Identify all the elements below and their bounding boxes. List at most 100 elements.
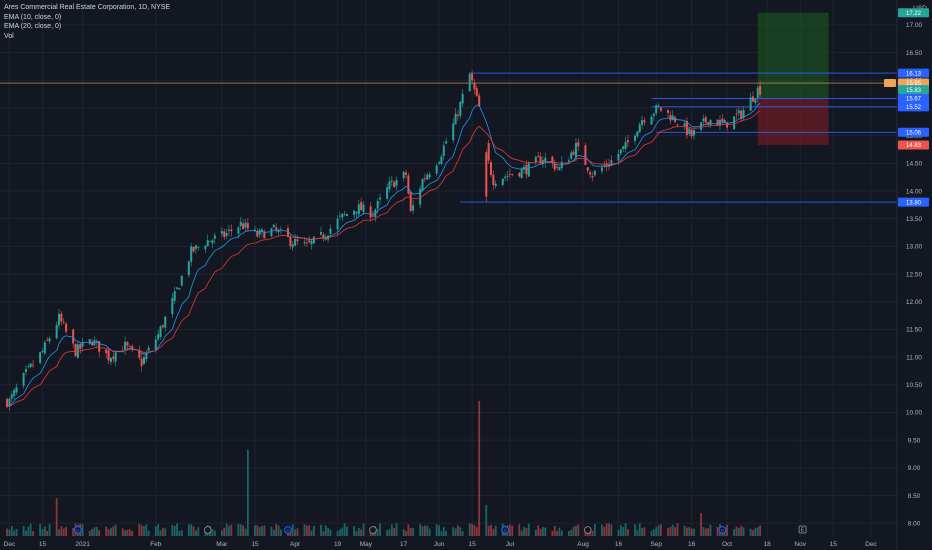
earnings-marker-upcoming [798,525,807,534]
volume-bar [8,529,11,536]
volume-bar [310,530,313,536]
candle-body [112,356,115,359]
candle-body [213,235,216,239]
volume-bar [171,525,174,536]
candle-body [275,227,278,230]
candle-body [605,163,608,167]
volume-bar [305,525,308,536]
candle-body [60,313,63,322]
volume-bar [749,528,752,536]
candle-body [652,113,655,116]
dividend-marker-label: D [286,528,290,533]
earnings-marker [369,526,377,534]
candle-body [702,118,705,122]
volume-bar [735,526,738,536]
ema20-legend[interactable]: EMA (20, close, 0) [4,23,62,31]
ema10-legend[interactable]: EMA (10, close, 0) [4,13,62,21]
candle-body [704,117,707,123]
symbol-title[interactable]: Ares Commercial Real Estate Corporation,… [4,4,171,11]
candle-body [742,109,745,118]
candle-body [468,73,471,92]
candle-body [657,105,660,107]
volume-bar [700,513,702,536]
volume-bar [641,527,643,536]
volume-bar [256,525,259,536]
volume-bar [327,528,330,536]
candle-body [492,174,495,185]
volume-bar [280,529,282,536]
candle-body [489,162,492,175]
candle-body [305,242,308,244]
candle-body [355,211,358,214]
volume-bar [376,529,379,536]
volume-bar [610,524,613,536]
volume-bar [693,528,695,536]
volume-bar [336,531,339,536]
volume-bar [518,524,521,536]
volume-bar [95,526,98,536]
volume-legend[interactable]: Vol [4,32,14,40]
volume-bar [558,527,561,536]
volume-bar [91,529,93,536]
candle-body [426,174,429,180]
dividend-marker [284,526,292,534]
candle-body [353,210,356,215]
volume-bar [220,530,223,536]
candle-body [39,352,42,363]
candle-body [459,101,462,116]
candle-body [286,228,289,237]
volume-bar [608,523,610,536]
candle-body [508,174,511,175]
candle-body [393,181,396,188]
time-axis-pane [0,537,932,550]
horizontal-levels[interactable] [0,72,897,203]
volume-bar [570,529,573,536]
volume-bar [313,525,315,536]
volume-bar [440,531,443,536]
candle-body [192,246,195,252]
time-tick-label: Dec [865,541,877,548]
dividend-marker [73,526,82,534]
volume-bar [655,527,658,536]
candle-body [157,334,160,340]
volume-bar [294,529,296,536]
candle-body [560,161,563,168]
volume-bar [242,525,245,536]
volume-bar [473,525,476,536]
candle-body [740,110,743,119]
time-tick-label: 15 [830,541,838,548]
volume-bar [43,526,46,536]
volume-bar [704,528,707,536]
candle-body [534,157,537,163]
price-tick-label: 8.50 [908,493,921,500]
volume-bar [388,529,391,536]
price-tag [898,68,929,78]
volume-bar [192,526,195,536]
volume-bar [15,528,18,536]
volume-bar [676,523,679,536]
volume-bar [459,527,462,536]
price-tag-label: 16.13 [906,71,922,77]
volume-bar [46,530,49,536]
volume-bar [329,529,332,536]
candle-body [322,234,325,239]
candle-body [485,152,488,197]
candle-body [756,87,759,98]
candle-body [277,230,280,232]
candle-body [487,143,490,161]
candle-body [362,204,365,212]
long-position-tool[interactable] [757,12,829,146]
candle-body [589,172,592,175]
candle-body [164,316,167,328]
volume-bar [379,523,381,536]
candle-body [452,123,455,140]
price-tag [898,8,929,18]
candle-body [376,201,379,209]
candle-body [194,245,197,249]
volume-bar [593,524,596,536]
candle-body [124,341,127,350]
candle-body [674,117,677,122]
